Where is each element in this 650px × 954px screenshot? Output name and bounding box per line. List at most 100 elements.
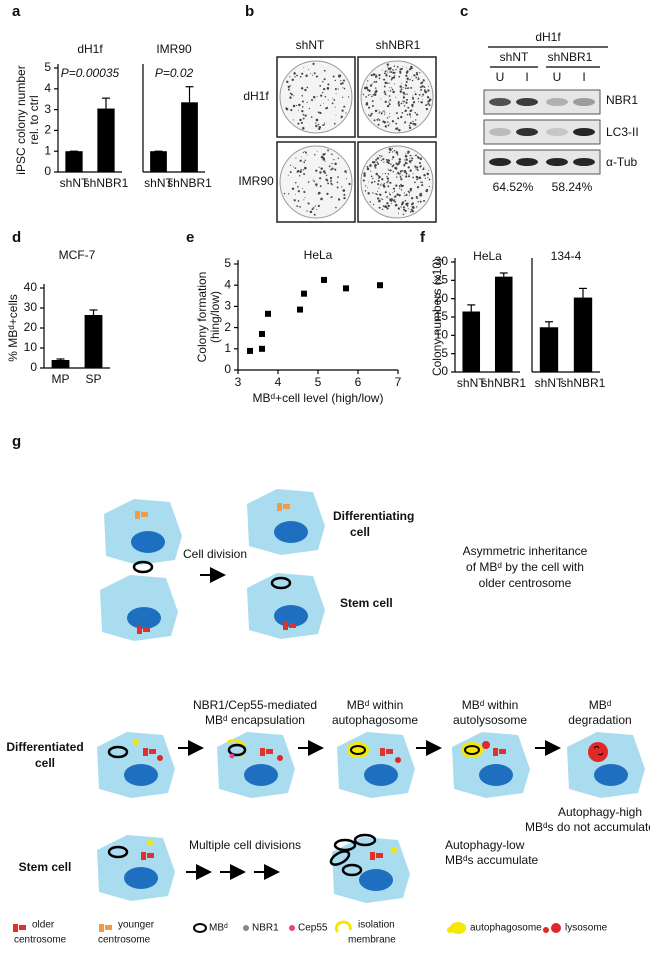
colony xyxy=(343,196,346,200)
colony xyxy=(326,106,329,109)
colony xyxy=(417,78,420,81)
blot-title: dH1f xyxy=(535,30,561,44)
colony xyxy=(324,172,327,175)
y-tick-label: 5 xyxy=(441,346,448,360)
colony xyxy=(407,190,410,193)
colony xyxy=(330,163,332,165)
point xyxy=(297,306,303,313)
colony xyxy=(412,176,415,179)
colony xyxy=(296,74,298,77)
colony xyxy=(393,83,395,85)
colony xyxy=(408,195,410,197)
colony xyxy=(397,212,400,214)
chart-title: dH1f xyxy=(77,42,103,56)
colony xyxy=(337,157,340,159)
point xyxy=(259,345,265,352)
colony xyxy=(418,176,422,180)
colony xyxy=(423,89,426,92)
colony xyxy=(407,150,410,154)
colony xyxy=(375,76,377,78)
colony xyxy=(400,183,402,186)
colony xyxy=(389,193,392,196)
band xyxy=(546,158,568,166)
caption: MBᵈs accumulate xyxy=(445,853,539,867)
colony xyxy=(331,167,334,170)
colony xyxy=(315,75,318,78)
row-label: dH1f xyxy=(243,89,269,103)
colony xyxy=(404,194,406,197)
y-tick-label: 15 xyxy=(435,309,449,323)
colony xyxy=(391,147,394,150)
colony xyxy=(371,95,373,98)
colony xyxy=(373,119,376,122)
colony xyxy=(334,88,337,91)
caption: NBR1/Cep55-mediated xyxy=(193,698,317,712)
colony xyxy=(337,198,341,201)
colony xyxy=(402,96,405,99)
colony xyxy=(386,202,389,205)
point xyxy=(377,282,383,289)
colony xyxy=(345,172,347,174)
colony xyxy=(391,159,393,160)
y-tick-label: 0 xyxy=(44,164,51,178)
colony xyxy=(368,89,371,92)
colony xyxy=(385,94,387,96)
colony xyxy=(409,187,413,191)
colony xyxy=(419,165,422,168)
colony xyxy=(340,115,343,118)
colony xyxy=(401,170,404,172)
colony xyxy=(391,88,394,91)
colony xyxy=(319,104,322,106)
colony xyxy=(402,213,405,216)
colony xyxy=(377,118,379,120)
colony xyxy=(405,158,408,161)
colony xyxy=(336,181,339,184)
colony xyxy=(409,154,412,157)
colony xyxy=(341,82,344,85)
band xyxy=(516,98,538,106)
colony xyxy=(424,177,427,179)
colony xyxy=(362,179,365,182)
band-label: α-Tub xyxy=(606,155,637,169)
caption: older centrosome xyxy=(479,576,572,590)
colony xyxy=(370,112,373,115)
colony xyxy=(314,98,316,100)
colony xyxy=(419,86,422,89)
colony xyxy=(375,161,377,163)
colony xyxy=(386,117,389,119)
colony xyxy=(318,126,322,129)
colony xyxy=(342,189,346,192)
colony xyxy=(406,98,408,101)
y-axis-label: rel. to ctrl xyxy=(27,95,41,144)
colony xyxy=(409,116,412,118)
x-tick-label: shNBR1 xyxy=(167,176,212,190)
colony xyxy=(385,158,388,161)
colony xyxy=(345,112,347,114)
colony xyxy=(367,181,369,183)
colony xyxy=(419,200,422,203)
colony xyxy=(385,74,388,77)
colony xyxy=(406,204,409,207)
colony xyxy=(386,196,388,198)
colony xyxy=(373,180,376,183)
bar xyxy=(181,102,198,172)
colony xyxy=(379,111,381,113)
colony xyxy=(312,207,315,209)
cell-type: Differentiating xyxy=(333,509,414,523)
x-tick-label: shNBR1 xyxy=(561,376,606,390)
colony xyxy=(415,195,418,198)
colony xyxy=(417,76,420,79)
x-tick-label: shNT xyxy=(535,376,564,390)
colony xyxy=(322,170,326,173)
caption: Cell division xyxy=(183,547,247,561)
colony xyxy=(392,90,395,94)
colony xyxy=(365,185,367,187)
colony xyxy=(405,81,408,84)
colony xyxy=(319,84,322,87)
colony xyxy=(409,122,412,125)
colony xyxy=(399,174,401,176)
colony xyxy=(405,101,407,104)
colony xyxy=(393,190,396,192)
colony xyxy=(366,83,368,85)
colony xyxy=(399,71,402,74)
